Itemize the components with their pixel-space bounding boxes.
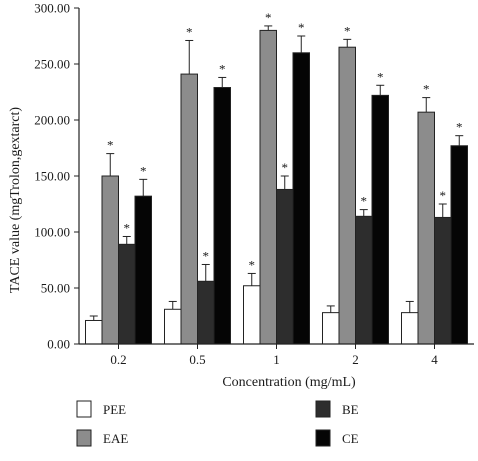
bar xyxy=(164,308,182,345)
y-tick-label: 50.00 xyxy=(41,281,70,296)
y-tick-label: 100.00 xyxy=(34,225,70,240)
significance-marker: * xyxy=(377,69,384,84)
x-axis-label: Concentration (mg/mL) xyxy=(222,375,356,390)
significance-marker: * xyxy=(140,163,147,178)
significance-marker: * xyxy=(219,61,226,76)
plot-frame xyxy=(78,8,474,345)
y-tick-label: 0.00 xyxy=(47,337,70,352)
significance-marker: * xyxy=(203,248,210,263)
legend-label: PEE xyxy=(103,402,126,417)
bar xyxy=(371,94,389,345)
bar xyxy=(259,29,277,345)
legend-swatch xyxy=(76,400,92,418)
bar xyxy=(322,312,340,345)
significance-marker: * xyxy=(456,120,463,135)
y-tick-label: 150.00 xyxy=(34,169,70,184)
bar xyxy=(118,243,136,345)
x-tick-label: 0.5 xyxy=(189,352,205,367)
significance-marker: * xyxy=(344,23,351,38)
bar xyxy=(292,52,310,345)
significance-marker: * xyxy=(249,257,256,272)
bar xyxy=(450,145,468,345)
x-tick-label: 4 xyxy=(431,352,438,367)
bar xyxy=(401,312,419,345)
bar xyxy=(338,46,356,345)
bar xyxy=(355,215,373,345)
significance-marker: * xyxy=(186,24,193,39)
x-tick-label: 2 xyxy=(352,352,359,367)
legend-swatch xyxy=(315,400,331,418)
legend-label: EAE xyxy=(103,431,128,446)
significance-marker: * xyxy=(423,82,430,97)
significance-marker: * xyxy=(107,138,114,153)
significance-marker: * xyxy=(298,20,305,35)
x-axis-ticks: 0.2 0.5 1 2 4 xyxy=(110,344,438,367)
bar xyxy=(85,319,103,345)
bars: * * * * * * * * * * * * * * * * xyxy=(85,10,468,345)
legend-swatch xyxy=(315,429,331,447)
y-tick-label: 250.00 xyxy=(34,57,70,72)
bar xyxy=(417,111,435,345)
legend-swatch xyxy=(76,429,92,447)
bar xyxy=(276,188,294,345)
bar xyxy=(213,87,231,345)
bar xyxy=(434,216,452,345)
bar xyxy=(197,280,215,345)
bar xyxy=(243,285,261,345)
x-tick-label: 0.2 xyxy=(110,352,126,367)
significance-marker: * xyxy=(282,160,289,175)
legend-label: CE xyxy=(342,431,359,446)
legend: PEE EAE BE CE xyxy=(76,400,359,447)
significance-marker: * xyxy=(440,188,447,203)
bar xyxy=(180,73,198,345)
bar xyxy=(101,175,119,345)
y-tick-label: 300.00 xyxy=(34,1,70,16)
significance-marker: * xyxy=(124,220,131,235)
y-axis-label: TACE value (mgTrolon,gextarct) xyxy=(8,107,23,293)
significance-marker: * xyxy=(361,194,368,209)
y-axis-ticks: 0.00 50.00 100.00 150.00 200.00 250.00 300.00 xyxy=(34,1,79,352)
legend-label: BE xyxy=(342,402,359,417)
significance-marker: * xyxy=(265,10,272,25)
x-tick-label: 1 xyxy=(273,352,280,367)
bar xyxy=(134,195,152,345)
y-tick-label: 200.00 xyxy=(34,113,70,128)
